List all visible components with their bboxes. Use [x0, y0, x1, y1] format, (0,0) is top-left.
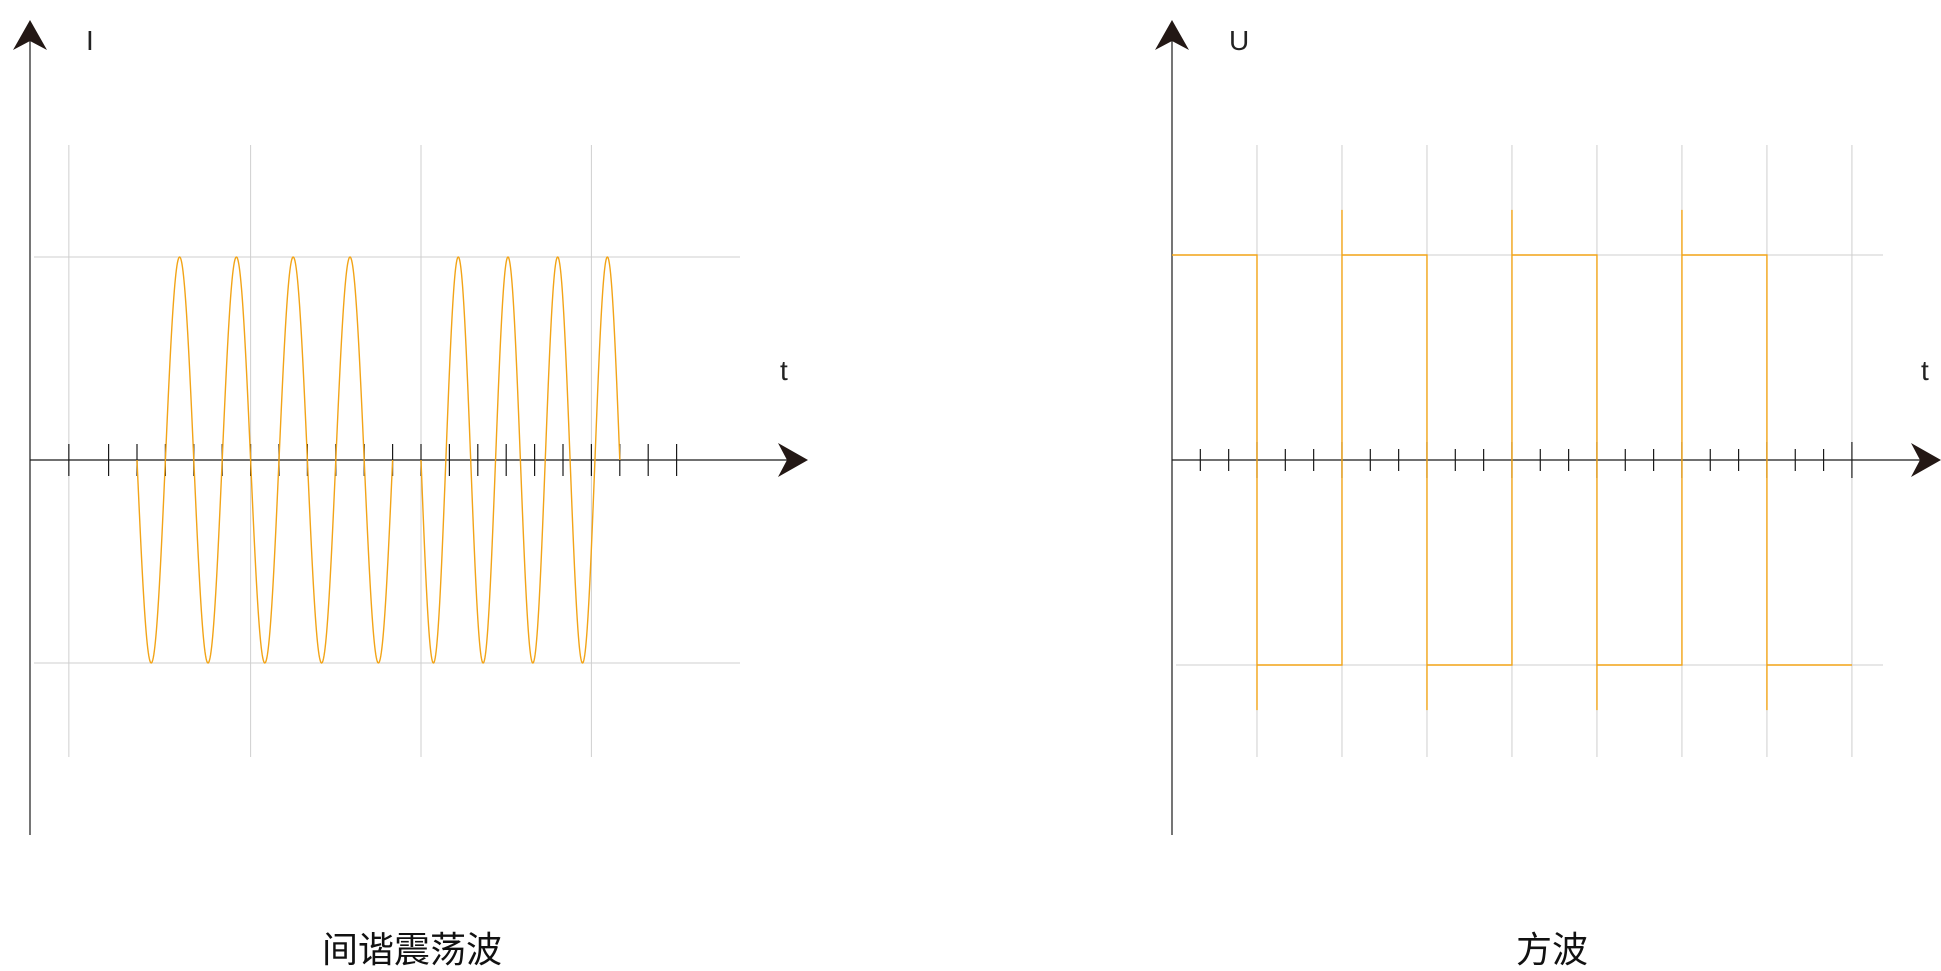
right-x-arrow-icon — [1911, 443, 1941, 477]
left-caption: 间谐震荡波 — [322, 930, 502, 971]
left-panel: I t 间谐震荡波 — [13, 20, 808, 971]
right-axes — [1155, 20, 1941, 835]
left-y-label: I — [86, 25, 94, 56]
left-grid — [34, 145, 740, 757]
left-axes — [13, 20, 808, 835]
right-x-label: t — [1921, 355, 1929, 386]
left-y-arrow-icon — [13, 20, 47, 50]
left-x-label: t — [780, 355, 788, 386]
left-x-arrow-icon — [778, 443, 808, 477]
right-panel: U t 方波 — [1155, 20, 1941, 971]
left-wave-line — [136, 256, 621, 664]
right-wave-line — [1172, 209, 1852, 711]
right-y-label: U — [1229, 25, 1249, 56]
right-y-arrow-icon — [1155, 20, 1189, 50]
right-caption: 方波 — [1516, 930, 1588, 971]
